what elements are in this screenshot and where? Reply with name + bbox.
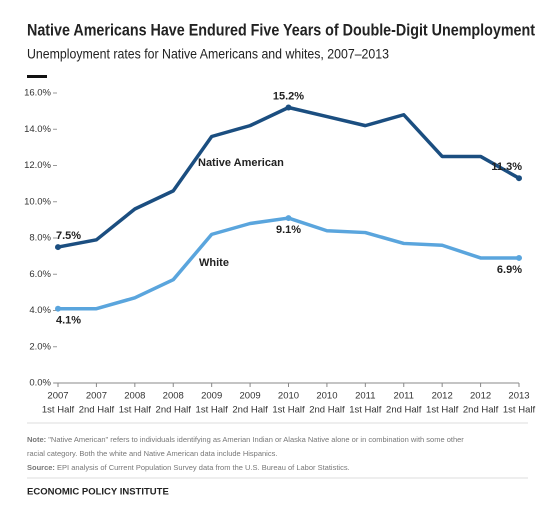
note-text: "Native American" refers to individuals … <box>48 435 464 444</box>
x-tick-label: 2nd Half <box>156 405 192 416</box>
x-tick-label: 2008 <box>124 391 145 402</box>
x-tick-label: 2007 <box>47 391 68 402</box>
accent-bar <box>27 75 47 78</box>
x-tick-label: 2nd Half <box>386 405 422 416</box>
y-tick-label: 2.0% <box>29 341 51 352</box>
note: Note: "Native American" refers to indivi… <box>27 435 464 444</box>
x-tick-label: 1st Half <box>503 405 536 416</box>
y-tick-label: 10.0% <box>24 196 51 207</box>
y-tick-label: 12.0% <box>24 160 51 171</box>
x-tick-label: 2010 <box>316 391 337 402</box>
series-label: White <box>199 257 229 269</box>
series-label: Native American <box>198 157 284 169</box>
note-text: racial category. Both the white and Nati… <box>27 449 277 458</box>
y-tick-label: 0.0% <box>29 378 51 389</box>
x-tick-label: 2013 <box>508 391 529 402</box>
data-label: 15.2% <box>273 90 304 102</box>
x-tick-label: 1st Half <box>426 405 459 416</box>
data-label: 7.5% <box>56 230 81 242</box>
x-tick-label: 2011 <box>355 391 375 402</box>
x-tick-label: 2008 <box>163 391 184 402</box>
data-point <box>285 215 292 222</box>
data-label: 6.9% <box>497 264 522 276</box>
x-tick-label: 2012 <box>470 391 491 402</box>
source: Source: EPI analysis of Current Populati… <box>27 463 350 472</box>
y-tick-label: 6.0% <box>29 269 51 280</box>
y-tick-label: 8.0% <box>29 233 51 244</box>
y-tick-label: 14.0% <box>24 124 51 135</box>
x-tick-label: 1st Half <box>272 405 305 416</box>
x-tick-label: 2012 <box>432 391 453 402</box>
x-tick-label: 1st Half <box>42 405 75 416</box>
data-point <box>516 175 522 182</box>
y-tick-label: 16.0% <box>24 88 51 99</box>
data-label: 4.1% <box>56 315 81 327</box>
chart-subtitle: Unemployment rates for Native Americans … <box>27 46 389 62</box>
source-text: EPI analysis of Current Population Surve… <box>57 463 350 472</box>
note-label: Note: <box>27 435 46 444</box>
x-tick-label: 2011 <box>394 391 414 402</box>
x-tick-label: 1st Half <box>349 405 382 416</box>
x-tick-label: 2nd Half <box>79 405 115 416</box>
data-point <box>285 104 292 111</box>
x-tick-label: 2009 <box>201 391 222 402</box>
footer: ECONOMIC POLICY INSTITUTE <box>27 487 169 498</box>
x-tick-label: 2009 <box>240 391 261 402</box>
data-label: 11.3% <box>491 161 522 173</box>
data-point <box>55 305 61 312</box>
chart-title: Native Americans Have Endured Five Years… <box>27 20 535 39</box>
data-label: 9.1% <box>276 224 301 236</box>
data-point <box>516 254 522 261</box>
x-tick-label: 2nd Half <box>309 405 345 416</box>
x-tick-label: 2010 <box>278 391 299 402</box>
data-point <box>55 244 61 251</box>
source-label: Source: <box>27 463 55 472</box>
x-tick-label: 2nd Half <box>232 405 268 416</box>
x-tick-label: 1st Half <box>196 405 229 416</box>
x-tick-label: 1st Half <box>119 405 152 416</box>
x-tick-label: 2nd Half <box>463 405 499 416</box>
y-tick-label: 4.0% <box>29 305 51 316</box>
x-tick-label: 2007 <box>86 391 107 402</box>
